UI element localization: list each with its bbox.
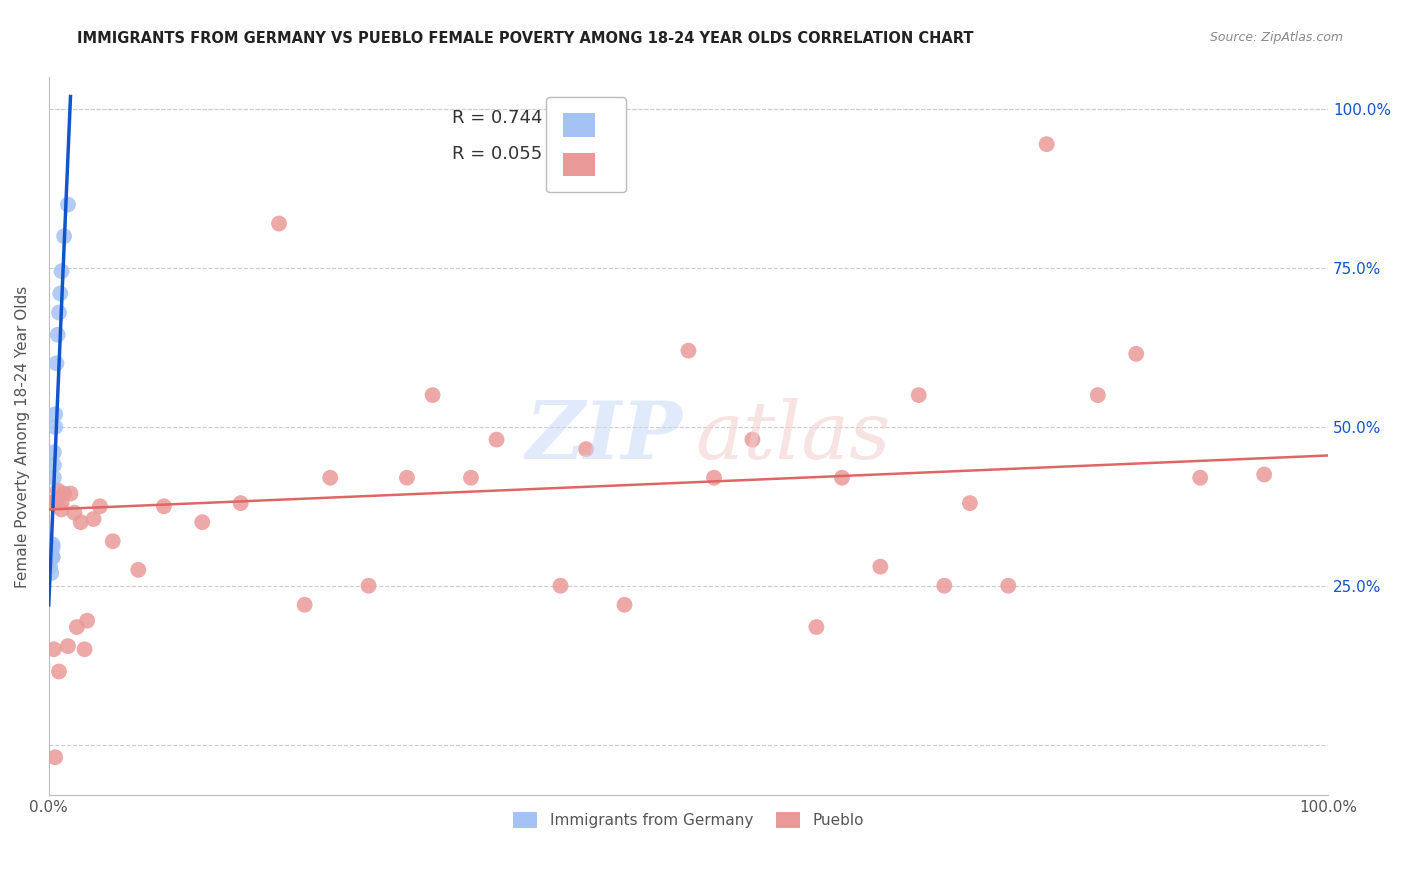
Point — [44, 750, 66, 764]
Point — [89, 500, 111, 514]
Point — [51, 502, 73, 516]
Text: ZIP: ZIP — [526, 398, 682, 475]
Point — [45, 492, 67, 507]
Point — [48, 665, 70, 679]
Point — [357, 579, 380, 593]
Point — [934, 579, 956, 593]
Point — [127, 563, 149, 577]
Point — [741, 433, 763, 447]
Text: IMMIGRANTS FROM GERMANY VS PUEBLO FEMALE POVERTY AMONG 18-24 YEAR OLDS CORRELATI: IMMIGRANTS FROM GERMANY VS PUEBLO FEMALE… — [77, 31, 974, 46]
Point — [73, 642, 96, 657]
Point — [41, 550, 63, 565]
Point — [319, 471, 342, 485]
Point — [703, 471, 725, 485]
Point — [41, 550, 63, 565]
Point — [66, 620, 89, 634]
Point — [153, 500, 176, 514]
Point — [485, 433, 508, 447]
Point — [53, 486, 76, 500]
Point — [678, 343, 700, 358]
Point — [39, 496, 62, 510]
Point — [613, 598, 636, 612]
Point — [806, 620, 828, 634]
Point — [1087, 388, 1109, 402]
Point — [53, 229, 76, 244]
Point — [39, 559, 62, 574]
Point — [550, 579, 572, 593]
Point — [56, 639, 79, 653]
Point — [44, 407, 66, 421]
Point — [422, 388, 444, 402]
Point — [41, 541, 63, 555]
Point — [42, 471, 65, 485]
Point — [1125, 347, 1147, 361]
Point — [869, 559, 891, 574]
Point — [39, 550, 62, 565]
Point — [959, 496, 981, 510]
Text: N = 51: N = 51 — [557, 145, 624, 162]
Legend: Immigrants from Germany, Pueblo: Immigrants from Germany, Pueblo — [506, 806, 870, 834]
Text: R = 0.744: R = 0.744 — [451, 109, 543, 127]
Text: R = 0.055: R = 0.055 — [451, 145, 541, 162]
Point — [294, 598, 316, 612]
Text: N = 20: N = 20 — [557, 109, 624, 127]
Point — [49, 286, 72, 301]
Point — [42, 642, 65, 657]
Point — [46, 327, 69, 342]
Point — [267, 217, 290, 231]
Point — [39, 550, 62, 565]
Point — [39, 566, 62, 580]
Point — [56, 197, 79, 211]
Text: Source: ZipAtlas.com: Source: ZipAtlas.com — [1209, 31, 1343, 45]
Point — [45, 356, 67, 370]
Point — [229, 496, 252, 510]
Point — [63, 506, 86, 520]
Point — [69, 515, 91, 529]
Point — [42, 445, 65, 459]
Point — [997, 579, 1019, 593]
Point — [39, 547, 62, 561]
Y-axis label: Female Poverty Among 18-24 Year Olds: Female Poverty Among 18-24 Year Olds — [15, 285, 30, 588]
Point — [51, 496, 73, 510]
Point — [575, 442, 598, 457]
Point — [42, 458, 65, 472]
Point — [191, 515, 214, 529]
Point — [51, 264, 73, 278]
Point — [460, 471, 482, 485]
Point — [831, 471, 853, 485]
Point — [76, 614, 98, 628]
Point — [48, 305, 70, 319]
Point — [46, 483, 69, 498]
Point — [83, 512, 105, 526]
Point — [59, 486, 82, 500]
Point — [1253, 467, 1275, 482]
Text: atlas: atlas — [695, 398, 890, 475]
Point — [44, 420, 66, 434]
Point — [39, 553, 62, 567]
Point — [101, 534, 124, 549]
Point — [907, 388, 929, 402]
Point — [41, 537, 63, 551]
Point — [395, 471, 418, 485]
Point — [1189, 471, 1212, 485]
Point — [1035, 137, 1057, 152]
